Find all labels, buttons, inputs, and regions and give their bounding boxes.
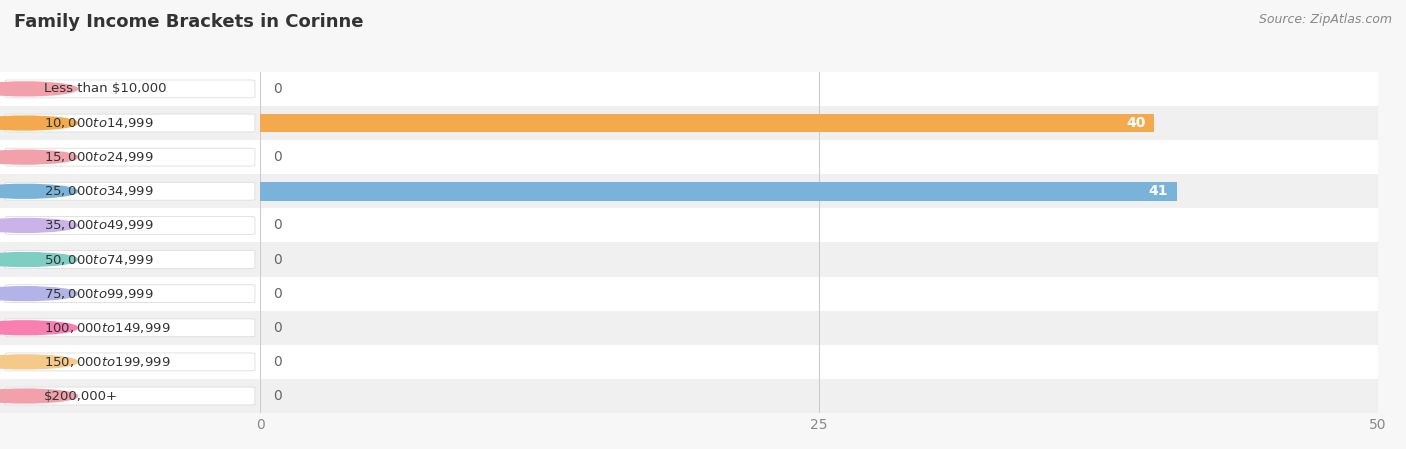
FancyBboxPatch shape (6, 114, 254, 132)
Bar (0, 106, 1378, 140)
Circle shape (0, 321, 77, 335)
Text: $150,000 to $199,999: $150,000 to $199,999 (44, 355, 170, 369)
Bar (0, 174, 1378, 208)
Circle shape (0, 355, 77, 369)
Text: 41: 41 (1149, 184, 1168, 198)
Bar (260, 182, 1177, 201)
Bar (0, 72, 1378, 106)
Text: 0: 0 (274, 218, 283, 233)
Text: 0: 0 (274, 82, 283, 96)
Circle shape (0, 82, 77, 96)
Text: 40: 40 (1126, 116, 1146, 130)
Circle shape (0, 219, 77, 232)
Circle shape (0, 253, 77, 266)
Text: $200,000+: $200,000+ (44, 390, 118, 402)
FancyBboxPatch shape (6, 80, 254, 98)
FancyBboxPatch shape (6, 353, 254, 371)
Text: 0: 0 (274, 150, 283, 164)
Text: $100,000 to $149,999: $100,000 to $149,999 (44, 321, 170, 335)
Circle shape (0, 116, 77, 130)
Bar (0, 277, 1378, 311)
FancyBboxPatch shape (6, 148, 254, 166)
FancyBboxPatch shape (6, 216, 254, 234)
Circle shape (0, 150, 77, 164)
Text: $35,000 to $49,999: $35,000 to $49,999 (44, 218, 153, 233)
Bar (0, 208, 260, 242)
Text: 0: 0 (274, 389, 283, 403)
Bar (0, 72, 260, 106)
Bar (0, 379, 260, 413)
Text: $10,000 to $14,999: $10,000 to $14,999 (44, 116, 153, 130)
Text: 0: 0 (274, 355, 283, 369)
Text: 0: 0 (274, 286, 283, 301)
FancyBboxPatch shape (6, 319, 254, 337)
Bar (0, 311, 260, 345)
Text: $15,000 to $24,999: $15,000 to $24,999 (44, 150, 153, 164)
Text: Less than $10,000: Less than $10,000 (44, 83, 167, 95)
Bar (0, 345, 1378, 379)
Text: $50,000 to $74,999: $50,000 to $74,999 (44, 252, 153, 267)
Bar (0, 106, 260, 140)
Text: 0: 0 (274, 252, 283, 267)
FancyBboxPatch shape (6, 387, 254, 405)
Text: $75,000 to $99,999: $75,000 to $99,999 (44, 286, 153, 301)
Bar (0, 140, 260, 174)
Text: $25,000 to $34,999: $25,000 to $34,999 (44, 184, 153, 198)
Bar (0, 242, 260, 277)
FancyBboxPatch shape (6, 182, 254, 200)
Circle shape (0, 185, 77, 198)
Bar (0, 311, 1378, 345)
FancyBboxPatch shape (6, 251, 254, 269)
Bar (0, 242, 1378, 277)
Text: 0: 0 (274, 321, 283, 335)
Bar (0, 208, 1378, 242)
Text: Source: ZipAtlas.com: Source: ZipAtlas.com (1258, 13, 1392, 26)
FancyBboxPatch shape (6, 285, 254, 303)
Bar (0, 345, 260, 379)
Circle shape (0, 287, 77, 300)
Circle shape (0, 389, 77, 403)
Text: Family Income Brackets in Corinne: Family Income Brackets in Corinne (14, 13, 364, 31)
Bar (0, 140, 1378, 174)
Bar (0, 174, 260, 208)
Bar (260, 114, 1154, 132)
Bar (0, 277, 260, 311)
Bar (0, 379, 1378, 413)
